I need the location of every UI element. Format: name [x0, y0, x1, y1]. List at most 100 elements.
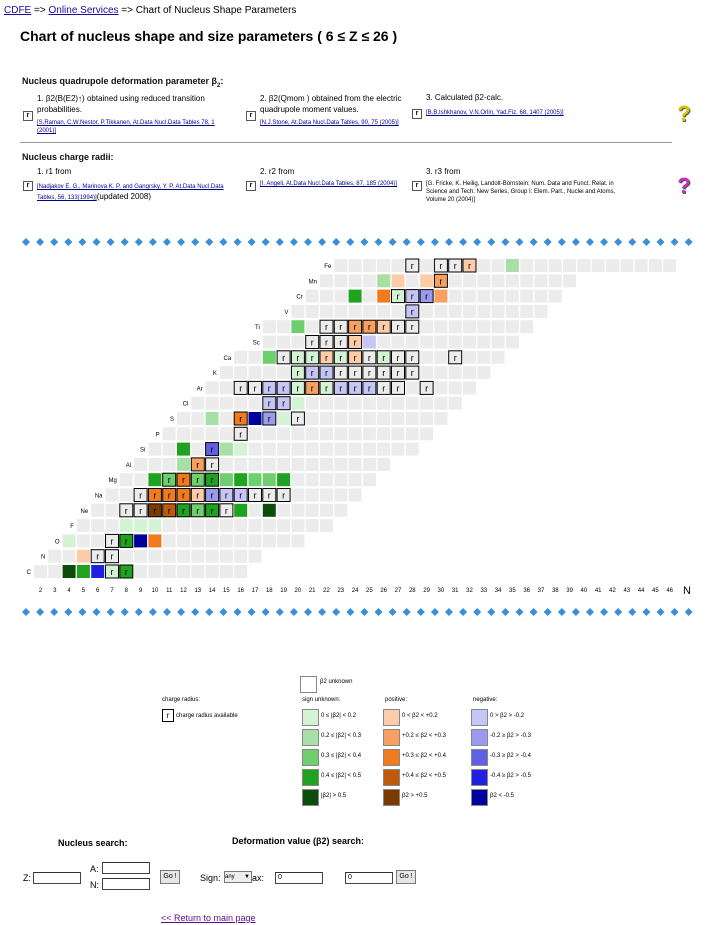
nucleus-cell[interactable]: r	[162, 488, 177, 502]
nucleus-cell[interactable]	[320, 442, 333, 456]
nucleus-cell[interactable]	[520, 259, 534, 272]
nucleus-cell[interactable]	[577, 259, 591, 272]
nucleus-cell[interactable]	[119, 473, 133, 487]
nucleus-cell[interactable]: r	[147, 503, 162, 518]
nucleus-cell[interactable]	[334, 488, 348, 502]
nucleus-cell[interactable]	[320, 304, 333, 318]
nucleus-cell[interactable]	[262, 503, 276, 517]
nucleus-cell[interactable]	[148, 519, 162, 533]
nucleus-cell[interactable]	[362, 412, 376, 425]
nucleus-cell[interactable]	[148, 457, 162, 471]
nucleus-cell[interactable]: r	[248, 488, 262, 502]
nucleus-cell[interactable]: r	[333, 350, 348, 365]
nucleus-cell[interactable]	[305, 412, 319, 425]
nucleus-cell[interactable]	[305, 457, 319, 471]
nucleus-cell[interactable]	[162, 442, 176, 456]
nucleus-cell[interactable]	[534, 304, 548, 318]
nucleus-cell[interactable]	[320, 457, 333, 471]
nucleus-cell[interactable]	[434, 289, 448, 303]
nucleus-cell[interactable]	[534, 259, 548, 272]
nucleus-cell[interactable]	[448, 320, 462, 334]
nucleus-cell[interactable]	[463, 350, 476, 364]
nucleus-cell[interactable]	[405, 396, 419, 410]
nucleus-cell[interactable]	[219, 519, 233, 533]
nucleus-cell[interactable]	[377, 289, 391, 303]
nucleus-cell[interactable]	[191, 549, 205, 563]
nucleus-cell[interactable]: r	[391, 380, 405, 395]
nucleus-cell[interactable]: r	[290, 411, 305, 426]
nucleus-cell[interactable]	[434, 320, 448, 334]
nucleus-cell[interactable]: r	[319, 319, 334, 334]
nucleus-cell[interactable]	[262, 473, 276, 487]
nucleus-cell[interactable]	[491, 274, 505, 288]
nucleus-cell[interactable]	[291, 304, 305, 318]
nucleus-cell[interactable]	[477, 304, 491, 318]
nucleus-cell[interactable]	[262, 457, 276, 471]
nucleus-cell[interactable]: r	[262, 488, 277, 502]
nucleus-cell[interactable]	[105, 488, 119, 502]
nucleus-cell[interactable]	[362, 274, 376, 288]
nucleus-cell[interactable]	[191, 565, 205, 578]
nucleus-cell[interactable]: r	[419, 380, 434, 395]
nucleus-cell[interactable]	[362, 427, 376, 441]
nucleus-cell[interactable]	[505, 289, 519, 303]
nucleus-cell[interactable]	[205, 396, 219, 410]
nucleus-cell[interactable]	[405, 412, 419, 425]
nucleus-cell[interactable]	[262, 427, 276, 441]
nucleus-cell[interactable]	[320, 473, 333, 487]
nucleus-cell[interactable]	[191, 412, 205, 425]
nucleus-cell[interactable]	[434, 350, 448, 364]
nucleus-cell[interactable]	[548, 259, 562, 272]
nucleus-cell[interactable]	[362, 473, 376, 487]
beta-min-input[interactable]: 0	[275, 872, 323, 884]
return-main-link[interactable]: << Return to main page	[161, 913, 256, 923]
nucleus-cell[interactable]: r	[162, 472, 177, 487]
nucleus-cell[interactable]	[448, 396, 462, 410]
nucleus-cell[interactable]: r	[362, 380, 377, 395]
nucleus-cell[interactable]	[434, 366, 448, 380]
nucleus-cell[interactable]	[62, 534, 76, 548]
nucleus-cell[interactable]	[477, 335, 491, 349]
nucleus-cell[interactable]	[76, 549, 90, 563]
nucleus-cell[interactable]: r	[405, 319, 420, 334]
nucleus-cell[interactable]	[205, 534, 219, 548]
nucleus-cell[interactable]	[277, 366, 291, 380]
nucleus-cell[interactable]	[334, 427, 348, 441]
nucleus-cell[interactable]	[219, 396, 233, 410]
nucleus-cell[interactable]	[405, 427, 419, 441]
nucleus-cell[interactable]: r	[262, 396, 277, 411]
nucleus-cell[interactable]	[305, 442, 319, 456]
nucleus-cell[interactable]: r	[405, 258, 420, 273]
nucleus-cell[interactable]	[377, 442, 391, 456]
nucleus-cell[interactable]	[205, 565, 219, 578]
nucleus-cell[interactable]	[362, 442, 376, 456]
nucleus-cell[interactable]: r	[333, 380, 348, 395]
nucleus-cell[interactable]	[334, 473, 348, 487]
nucleus-cell[interactable]	[463, 274, 476, 288]
nucleus-cell[interactable]: r	[376, 319, 391, 334]
nucleus-cell[interactable]	[334, 396, 348, 410]
nucleus-cell[interactable]	[134, 519, 148, 533]
nucleus-cell[interactable]: r	[233, 426, 248, 441]
nucleus-cell[interactable]	[320, 412, 333, 425]
nucleus-cell[interactable]	[134, 473, 148, 487]
nucleus-cell[interactable]	[348, 488, 362, 502]
nucleus-cell[interactable]: r	[105, 564, 119, 579]
nucleus-cell[interactable]	[505, 335, 519, 349]
nucleus-cell[interactable]	[76, 519, 90, 533]
nucleus-cell[interactable]	[48, 549, 62, 563]
nucleus-cell[interactable]	[505, 304, 519, 318]
beta-option-2-ref[interactable]: [N.J.Stone, At.Data Nucl.Data Tables, 90…	[260, 120, 399, 126]
nucleus-cell[interactable]	[548, 289, 562, 303]
nucleus-cell[interactable]	[305, 488, 319, 502]
nucleus-cell[interactable]	[234, 503, 248, 517]
nucleus-cell[interactable]	[219, 381, 233, 395]
nucleus-cell[interactable]	[348, 473, 362, 487]
nucleus-cell[interactable]	[162, 549, 176, 563]
nucleus-cell[interactable]: r	[162, 503, 177, 518]
nucleus-cell[interactable]: r	[205, 457, 220, 472]
nucleus-cell[interactable]: r	[333, 319, 348, 334]
nucleus-cell[interactable]	[262, 350, 276, 364]
nucleus-cell[interactable]	[420, 320, 434, 334]
nucleus-cell[interactable]	[348, 442, 362, 456]
